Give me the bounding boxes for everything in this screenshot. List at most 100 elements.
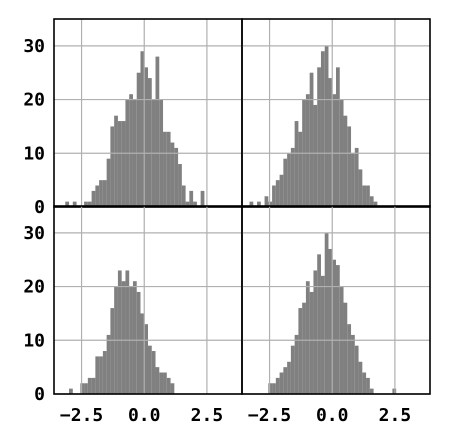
histogram-bar <box>336 67 340 207</box>
histogram-bar <box>287 361 291 394</box>
histogram-bar <box>99 180 103 207</box>
histogram-bar <box>144 67 148 207</box>
histogram-bar <box>268 201 273 207</box>
histogram-bar <box>313 270 318 394</box>
histogram-bar <box>148 78 152 207</box>
histogram-bar <box>170 142 175 207</box>
histogram-bar <box>84 201 88 207</box>
histogram-bar <box>343 115 348 207</box>
histogram-bar <box>84 383 88 394</box>
histogram-bar <box>328 248 333 394</box>
histogram-bar <box>170 383 175 394</box>
histogram-bar <box>347 324 352 394</box>
histogram-bar <box>362 372 367 394</box>
histogram-bar <box>343 302 348 394</box>
histogram-bar <box>114 115 118 207</box>
histogram-bar <box>351 334 355 394</box>
histogram-bar <box>328 78 333 207</box>
histogram-bar <box>275 377 280 394</box>
histogram-bar <box>95 185 100 207</box>
y-tick-label: 20 <box>23 277 45 298</box>
histogram-bar <box>324 232 329 394</box>
x-tick-label: −2.5 <box>248 405 291 426</box>
histogram-bar <box>313 104 318 207</box>
histogram-bar <box>166 131 171 207</box>
histogram-bar <box>358 169 363 207</box>
histogram-bar <box>305 281 310 394</box>
histogram-bar <box>332 94 336 207</box>
histogram-bar <box>163 372 167 394</box>
y-tick-label: 20 <box>23 90 45 111</box>
histogram-bar <box>151 351 156 394</box>
y-tick-label: 10 <box>23 330 45 351</box>
histogram-bar <box>174 147 179 207</box>
histogram-bar <box>298 131 303 207</box>
x-tick-label: 0.0 <box>316 405 349 426</box>
histogram-bar <box>80 383 85 394</box>
histogram-bar <box>155 367 160 394</box>
y-tick-label: 0 <box>34 384 45 405</box>
y-tick-label: 10 <box>23 143 45 164</box>
histogram-bar <box>283 367 288 394</box>
histogram-bar <box>272 383 276 394</box>
histogram-bar <box>117 270 122 394</box>
histogram-bar <box>148 345 152 394</box>
histogram-bar <box>279 372 284 394</box>
histogram-bar <box>294 121 299 207</box>
histogram-bar <box>290 147 295 207</box>
axes-frame <box>241 18 431 208</box>
histogram-bar <box>163 131 167 207</box>
histogram-bar <box>193 201 197 207</box>
histogram-bar <box>366 185 370 207</box>
histogram-bar <box>106 158 111 207</box>
histogram-bar <box>347 126 352 207</box>
histogram-bar <box>125 270 130 394</box>
histogram-bar <box>373 201 378 207</box>
histogram-bar <box>110 308 115 394</box>
histogram-bar <box>268 383 273 394</box>
histogram-bar <box>99 356 103 394</box>
histogram-bar <box>185 201 190 207</box>
histogram-bar <box>317 254 321 394</box>
axes-frame <box>241 205 431 395</box>
histogram-bar <box>102 351 107 394</box>
histogram-bar <box>95 356 100 394</box>
histogram-bar <box>106 334 111 394</box>
histogram-bar <box>121 121 126 207</box>
histogram-bar <box>362 185 367 207</box>
x-tick-label: −2.5 <box>60 405 103 426</box>
histogram-bar <box>249 201 254 207</box>
histogram-bar <box>354 345 359 394</box>
x-tick-label: 2.5 <box>379 405 412 426</box>
histogram-bar <box>140 313 145 394</box>
histogram-bar <box>91 377 96 394</box>
histogram-bar <box>369 388 374 394</box>
histogram-bar <box>275 180 280 207</box>
histogram-bar <box>309 291 314 394</box>
histogram-bar <box>117 121 122 207</box>
histogram-bar <box>257 201 261 207</box>
histogram-bar <box>332 259 336 394</box>
histogram-bar <box>129 94 133 207</box>
y-tick-label: 30 <box>23 36 45 57</box>
histogram-bar <box>320 51 325 208</box>
histogram-bar <box>110 126 115 207</box>
histogram-bar <box>87 377 92 394</box>
histogram-bar <box>283 158 288 207</box>
histogram-bar <box>144 324 148 394</box>
histogram-bar <box>298 308 303 394</box>
histogram-bar <box>136 291 141 394</box>
y-tick-label: 0 <box>34 197 45 218</box>
histogram-bar <box>72 201 77 207</box>
histogram-bar <box>136 72 141 208</box>
histogram-bar <box>320 275 325 394</box>
histogram-bar <box>87 201 92 207</box>
histogram-bar <box>294 334 299 394</box>
histogram-bar <box>302 302 306 394</box>
histogram-bar <box>132 281 137 394</box>
histogram-bar <box>166 377 171 394</box>
histogram-bar <box>305 94 310 207</box>
histogram-bar <box>264 196 269 207</box>
histogram-bar <box>366 377 370 394</box>
